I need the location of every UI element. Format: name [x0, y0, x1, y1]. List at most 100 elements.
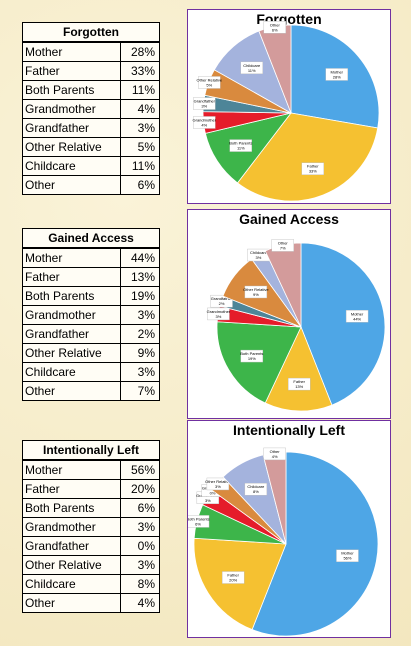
row-value: 44% — [130, 251, 155, 265]
table-row: Grandfather 3% — [23, 118, 159, 137]
row-value: 6% — [137, 178, 155, 192]
chart-title: Gained Access — [239, 211, 339, 227]
slice-label: Other — [278, 240, 289, 245]
slice-label: Mother — [341, 551, 354, 556]
slice-value: 4% — [272, 454, 278, 459]
table-row: Father 13% — [23, 267, 159, 286]
row-value: 3% — [137, 365, 155, 379]
row-value: 20% — [130, 482, 155, 496]
label-box — [240, 61, 263, 75]
label-box — [188, 515, 210, 528]
row-value: 3% — [137, 308, 155, 322]
slice-value: 0% — [210, 491, 216, 496]
slice-label: Other Relative — [197, 77, 223, 82]
table-row: Grandmother 4% — [23, 99, 159, 118]
table-row: Other Relative 5% — [23, 137, 159, 156]
table-row: Both Parents 19% — [23, 286, 159, 305]
slice-label: Grandfather — [211, 296, 233, 301]
slice-label: Mother — [351, 311, 364, 316]
label-box — [229, 139, 252, 152]
row-value: 11% — [131, 83, 155, 97]
label-box — [271, 239, 294, 252]
slice-label: Both Parents — [188, 516, 210, 521]
slice-value: 28% — [333, 74, 341, 79]
row-label: Other Relative — [23, 556, 121, 574]
table-title: Forgotten — [23, 23, 159, 42]
slice-label: Other — [270, 22, 281, 27]
table-row: Both Parents 11% — [23, 80, 159, 99]
table-row: Other 4% — [23, 593, 159, 612]
chart-title: Intentionally Left — [233, 422, 345, 438]
table-title: Gained Access — [23, 229, 159, 248]
row-label: Both Parents — [23, 81, 121, 99]
row-label: Father — [23, 480, 121, 498]
slice-value: 6% — [272, 27, 278, 32]
slice-value: 3% — [215, 484, 221, 489]
pie-slice — [193, 537, 287, 631]
row-value: 33% — [130, 64, 155, 78]
label-box — [244, 285, 268, 299]
slice-value: 3% — [216, 314, 222, 319]
row-label: Father — [23, 62, 121, 80]
row-label: Mother — [23, 461, 121, 479]
row-value: 5% — [137, 140, 155, 154]
pie-slice — [236, 112, 379, 202]
table-title: Intentionally Left — [23, 441, 159, 460]
slice-label: Both Parents — [229, 141, 252, 146]
row-value: 6% — [137, 501, 155, 515]
slice-value: 19% — [248, 356, 256, 361]
row-label: Father — [23, 268, 121, 286]
slice-label: Father — [227, 573, 239, 578]
table-row: Other Relative 9% — [23, 343, 159, 362]
row-value: 4% — [137, 102, 155, 116]
row-value: 8% — [137, 577, 155, 591]
row-value: 0% — [137, 539, 155, 553]
row-label: Both Parents — [23, 499, 121, 517]
table-row: Grandmother 3% — [23, 305, 159, 324]
slice-value: 56% — [343, 556, 351, 561]
row-value: 3% — [137, 520, 155, 534]
table-row: Childcare 3% — [23, 362, 159, 381]
row-value: 9% — [137, 346, 155, 360]
slice-label: Grandmother — [207, 309, 231, 314]
slice-label: Other Relative — [205, 479, 231, 484]
table-row: Grandfather 2% — [23, 324, 159, 343]
slice-value: 3% — [205, 498, 211, 503]
data-table: Intentionally Left Mother 56% Father 20% Both… — [22, 440, 160, 613]
data-table: Gained Access Mother 44% Father 13% Both Pare… — [22, 228, 160, 401]
label-box — [193, 116, 216, 129]
slice-value: 11% — [237, 146, 245, 151]
chart-box: Forgotten Mother 28% Father 33% Both Parents 1… — [187, 9, 391, 204]
row-value: 19% — [130, 289, 155, 303]
label-box — [198, 76, 221, 89]
slice-value: 13% — [295, 384, 303, 389]
table-row: Father 33% — [23, 61, 159, 80]
row-value: 3% — [137, 121, 155, 135]
row-label: Grandmother — [23, 518, 121, 536]
slice-value: 33% — [309, 169, 317, 174]
label-box — [263, 447, 286, 461]
slice-value: 4% — [201, 122, 207, 127]
table-row: Both Parents 6% — [23, 498, 159, 517]
row-value: 13% — [130, 270, 155, 284]
row-value: 56% — [130, 463, 155, 477]
row-label: Other Relative — [23, 138, 121, 156]
slice-label: Grandfather — [194, 99, 216, 104]
row-value: 7% — [137, 384, 155, 398]
slice-value: 11% — [248, 68, 256, 73]
table-row: Mother 44% — [23, 248, 159, 267]
table-row: Other Relative 3% — [23, 555, 159, 574]
slice-label: Grandmother — [193, 117, 217, 122]
row-label: Childcare — [23, 575, 121, 593]
row-value: 28% — [130, 45, 155, 59]
row-label: Grandfather — [23, 325, 121, 343]
slice-label: Mother — [331, 69, 344, 74]
pie-slice — [264, 325, 333, 412]
row-label: Other — [23, 594, 121, 612]
pie-slice — [251, 451, 379, 637]
label-box — [345, 310, 369, 323]
